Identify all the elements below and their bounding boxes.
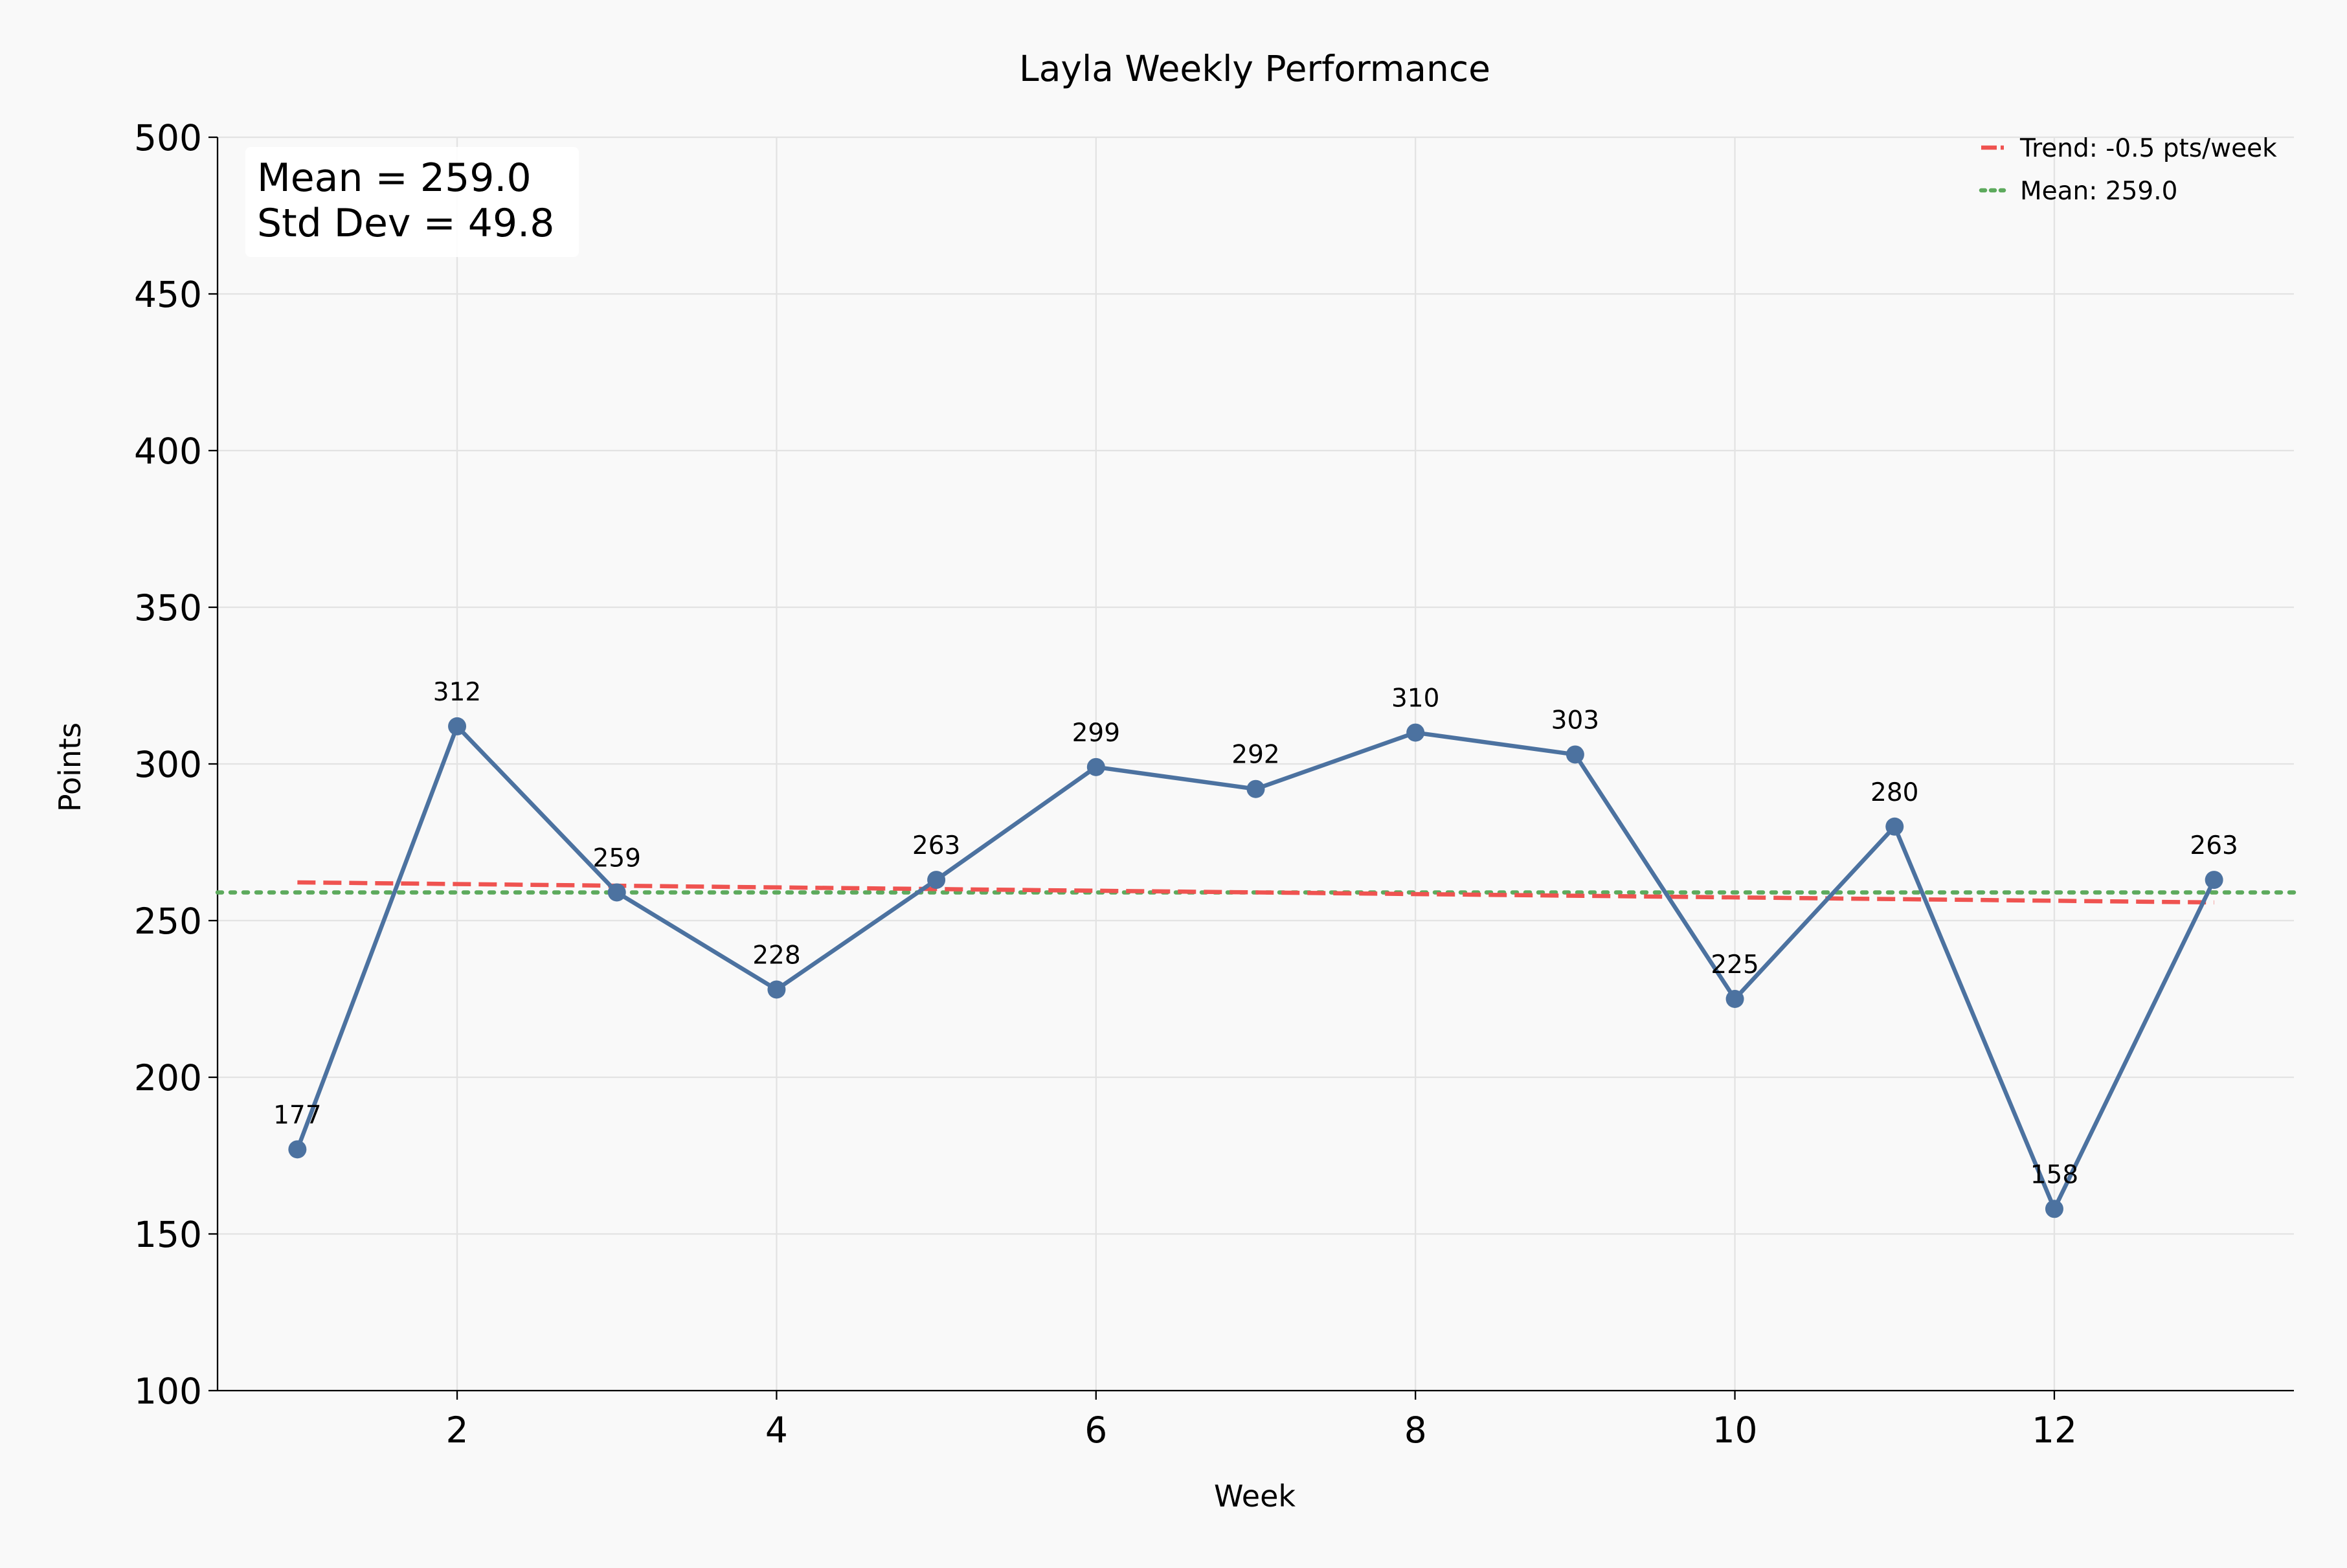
grid-lines (218, 136, 2294, 1392)
data-point (2205, 871, 2223, 890)
data-label: 177 (273, 1101, 321, 1130)
stats-mean-text: Mean = 259.0 (257, 155, 532, 201)
stats-box: Mean = 259.0 Std Dev = 49.8 (245, 147, 579, 257)
data-point (1246, 779, 1265, 798)
y-tick-label: 200 (134, 1057, 202, 1099)
data-label: 303 (1551, 706, 1599, 735)
data-label: 263 (912, 831, 960, 860)
data-point (288, 1140, 307, 1159)
data-point (448, 717, 467, 735)
data-point (1566, 745, 1584, 764)
data-point (607, 883, 626, 902)
y-axis-label: Points (52, 722, 87, 812)
y-tick-label: 450 (134, 274, 202, 315)
x-axis-label: Week (1214, 1479, 1296, 1514)
data-point (767, 980, 786, 999)
stats-box-background (245, 147, 579, 257)
data-points (288, 717, 2223, 1218)
axis-ticks: 100 150 200 250 300 350 400 450 500 2 4 6 8 10 12 (134, 117, 2077, 1451)
data-label: 280 (1870, 778, 1918, 807)
legend-mean-label: Mean: 259.0 (2020, 177, 2177, 206)
x-tick-label: 8 (1404, 1409, 1427, 1451)
data-label: 292 (1231, 741, 1279, 770)
y-tick-label: 300 (134, 744, 202, 785)
data-point (1885, 817, 1904, 836)
data-label: 228 (752, 941, 800, 970)
data-label: 158 (2030, 1160, 2078, 1189)
stats-std-text: Std Dev = 49.8 (257, 201, 554, 246)
data-point (1406, 723, 1425, 742)
chart-title: Layla Weekly Performance (1019, 48, 1490, 89)
data-label: 225 (1711, 950, 1758, 980)
x-tick-label: 4 (765, 1409, 788, 1451)
y-tick-label: 100 (134, 1371, 202, 1412)
x-tick-label: 6 (1084, 1409, 1107, 1451)
x-tick-label: 10 (1713, 1409, 1758, 1451)
data-point (927, 871, 946, 890)
data-point (1086, 757, 1105, 776)
legend-trend-label: Trend: -0.5 pts/week (2019, 134, 2277, 163)
x-tick-label: 2 (446, 1409, 469, 1451)
data-labels: 177 312 259 228 263 299 292 310 303 225 280 158 263 (273, 678, 2238, 1189)
data-label: 299 (1072, 719, 1120, 748)
y-tick-label: 350 (134, 587, 202, 629)
y-tick-label: 400 (134, 431, 202, 472)
y-tick-label: 250 (134, 901, 202, 942)
data-label: 312 (433, 678, 481, 707)
data-label: 310 (1391, 684, 1439, 713)
legend: Trend: -0.5 pts/week Mean: 259.0 (1979, 134, 2277, 206)
data-point (1725, 990, 1744, 1008)
y-tick-label: 500 (134, 117, 202, 159)
data-label: 263 (2190, 831, 2238, 860)
data-point (2045, 1200, 2063, 1218)
data-label: 259 (593, 844, 641, 873)
y-tick-label: 150 (134, 1214, 202, 1255)
x-tick-label: 12 (2032, 1409, 2077, 1451)
